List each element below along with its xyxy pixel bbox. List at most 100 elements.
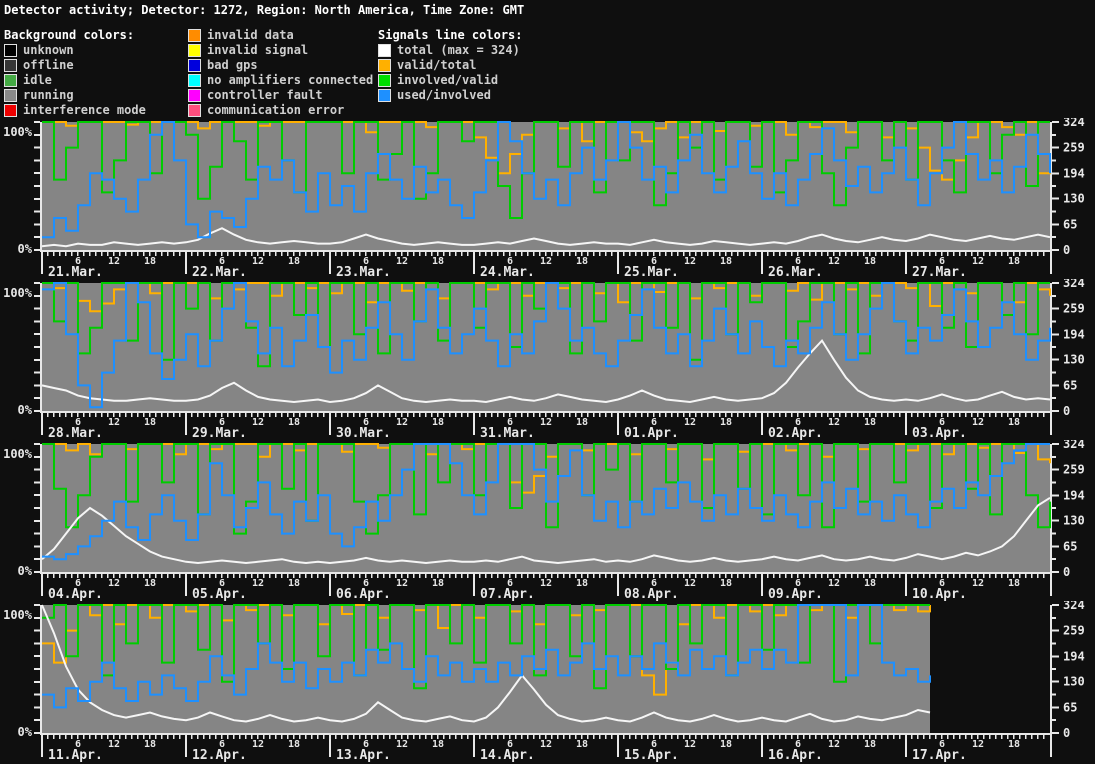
y-left-tick [34,455,40,458]
bad-gps-swatch [188,59,201,72]
hour-tick [257,735,259,739]
hour-tick [965,574,967,578]
hour-tick [257,413,259,417]
hour-tick [365,252,367,256]
hour-tick [545,735,547,739]
hour-tick [743,252,745,256]
hour-tick [119,735,121,739]
hour-tick [845,735,847,739]
hour-tick [107,735,109,739]
hour-tick [947,574,949,578]
y-left-tick [34,604,40,606]
hour-tick [527,413,529,417]
y-left-tick [34,185,40,187]
y-axis-right-line [1050,283,1052,435]
hour-tick [767,252,769,256]
hour-tick [659,413,661,417]
hour-tick [119,413,121,417]
hour-tick [887,252,889,256]
hour-label: 18 [432,739,444,750]
hour-tick [965,735,967,739]
hour-tick [581,413,583,417]
hour-tick [863,735,865,739]
hour-tick [707,413,709,417]
hour-tick [407,252,409,256]
hour-label: 12 [108,256,120,267]
hour-label: 12 [252,417,264,428]
y-right-label: 130 [1063,514,1085,528]
y-left-top-label: 100% [3,447,33,461]
hour-tick [83,413,85,417]
y-right-label: 65 [1063,378,1077,392]
day-label: 14.Apr. [480,748,535,762]
hour-tick [455,252,457,256]
hour-tick [455,574,457,578]
hour-tick [521,413,523,417]
hour-tick [437,574,439,578]
hour-tick [935,413,937,417]
hour-label: 18 [720,739,732,750]
hour-tick [221,252,223,256]
day-tick [41,252,43,274]
day-label: 12.Apr. [192,748,247,762]
hour-tick [551,735,553,739]
hour-tick [59,735,61,739]
hour-tick [689,574,691,578]
communication-error-swatch [188,104,201,117]
day-label: 04.Apr. [48,587,103,601]
hour-tick [893,574,895,578]
hour-tick [263,735,265,739]
hour-tick [419,574,421,578]
day-tick [617,574,619,596]
hour-tick [839,735,841,739]
hour-tick [809,735,811,739]
hour-tick [683,252,685,256]
hour-tick [89,735,91,739]
legend-item-invalid-data: invalid data [188,28,373,43]
hour-label: 6 [651,578,657,589]
hour-tick [563,574,565,578]
hour-tick [167,413,169,417]
hour-tick [725,252,727,256]
hour-tick [377,574,379,578]
hour-tick [911,413,913,417]
hour-tick [977,252,979,256]
hour-tick [515,252,517,256]
day-tick [473,574,475,596]
hour-tick [851,574,853,578]
y-right-label: 324 [1063,279,1085,290]
hour-label: 6 [795,739,801,750]
hour-tick [653,252,655,256]
hour-tick [89,413,91,417]
y-left-top-label: 100% [3,608,33,622]
hour-tick [197,735,199,739]
hour-tick [941,413,943,417]
hour-tick [371,252,373,256]
hour-tick [911,252,913,256]
y-right-minor-tick [1052,558,1056,561]
hour-label: 6 [219,578,225,589]
hour-tick [431,413,433,417]
hour-tick [299,413,301,417]
hour-tick [929,574,931,578]
hour-label: 18 [720,578,732,589]
hour-tick [293,413,295,417]
hour-label: 18 [288,417,300,428]
hour-tick [467,413,469,417]
hour-label: 18 [1008,739,1020,750]
hour-label: 12 [828,739,840,750]
hour-tick [71,252,73,256]
day-label: 23.Mar. [336,265,391,279]
hour-tick [935,574,937,578]
hour-tick [599,574,601,578]
hour-tick [377,413,379,417]
hour-tick [767,413,769,417]
hour-tick [995,413,997,417]
y-right-tick [1052,358,1059,361]
hour-label: 6 [939,739,945,750]
day-tick [185,735,187,757]
hour-tick [863,574,865,578]
hour-tick [131,574,133,578]
hour-tick [131,252,133,256]
